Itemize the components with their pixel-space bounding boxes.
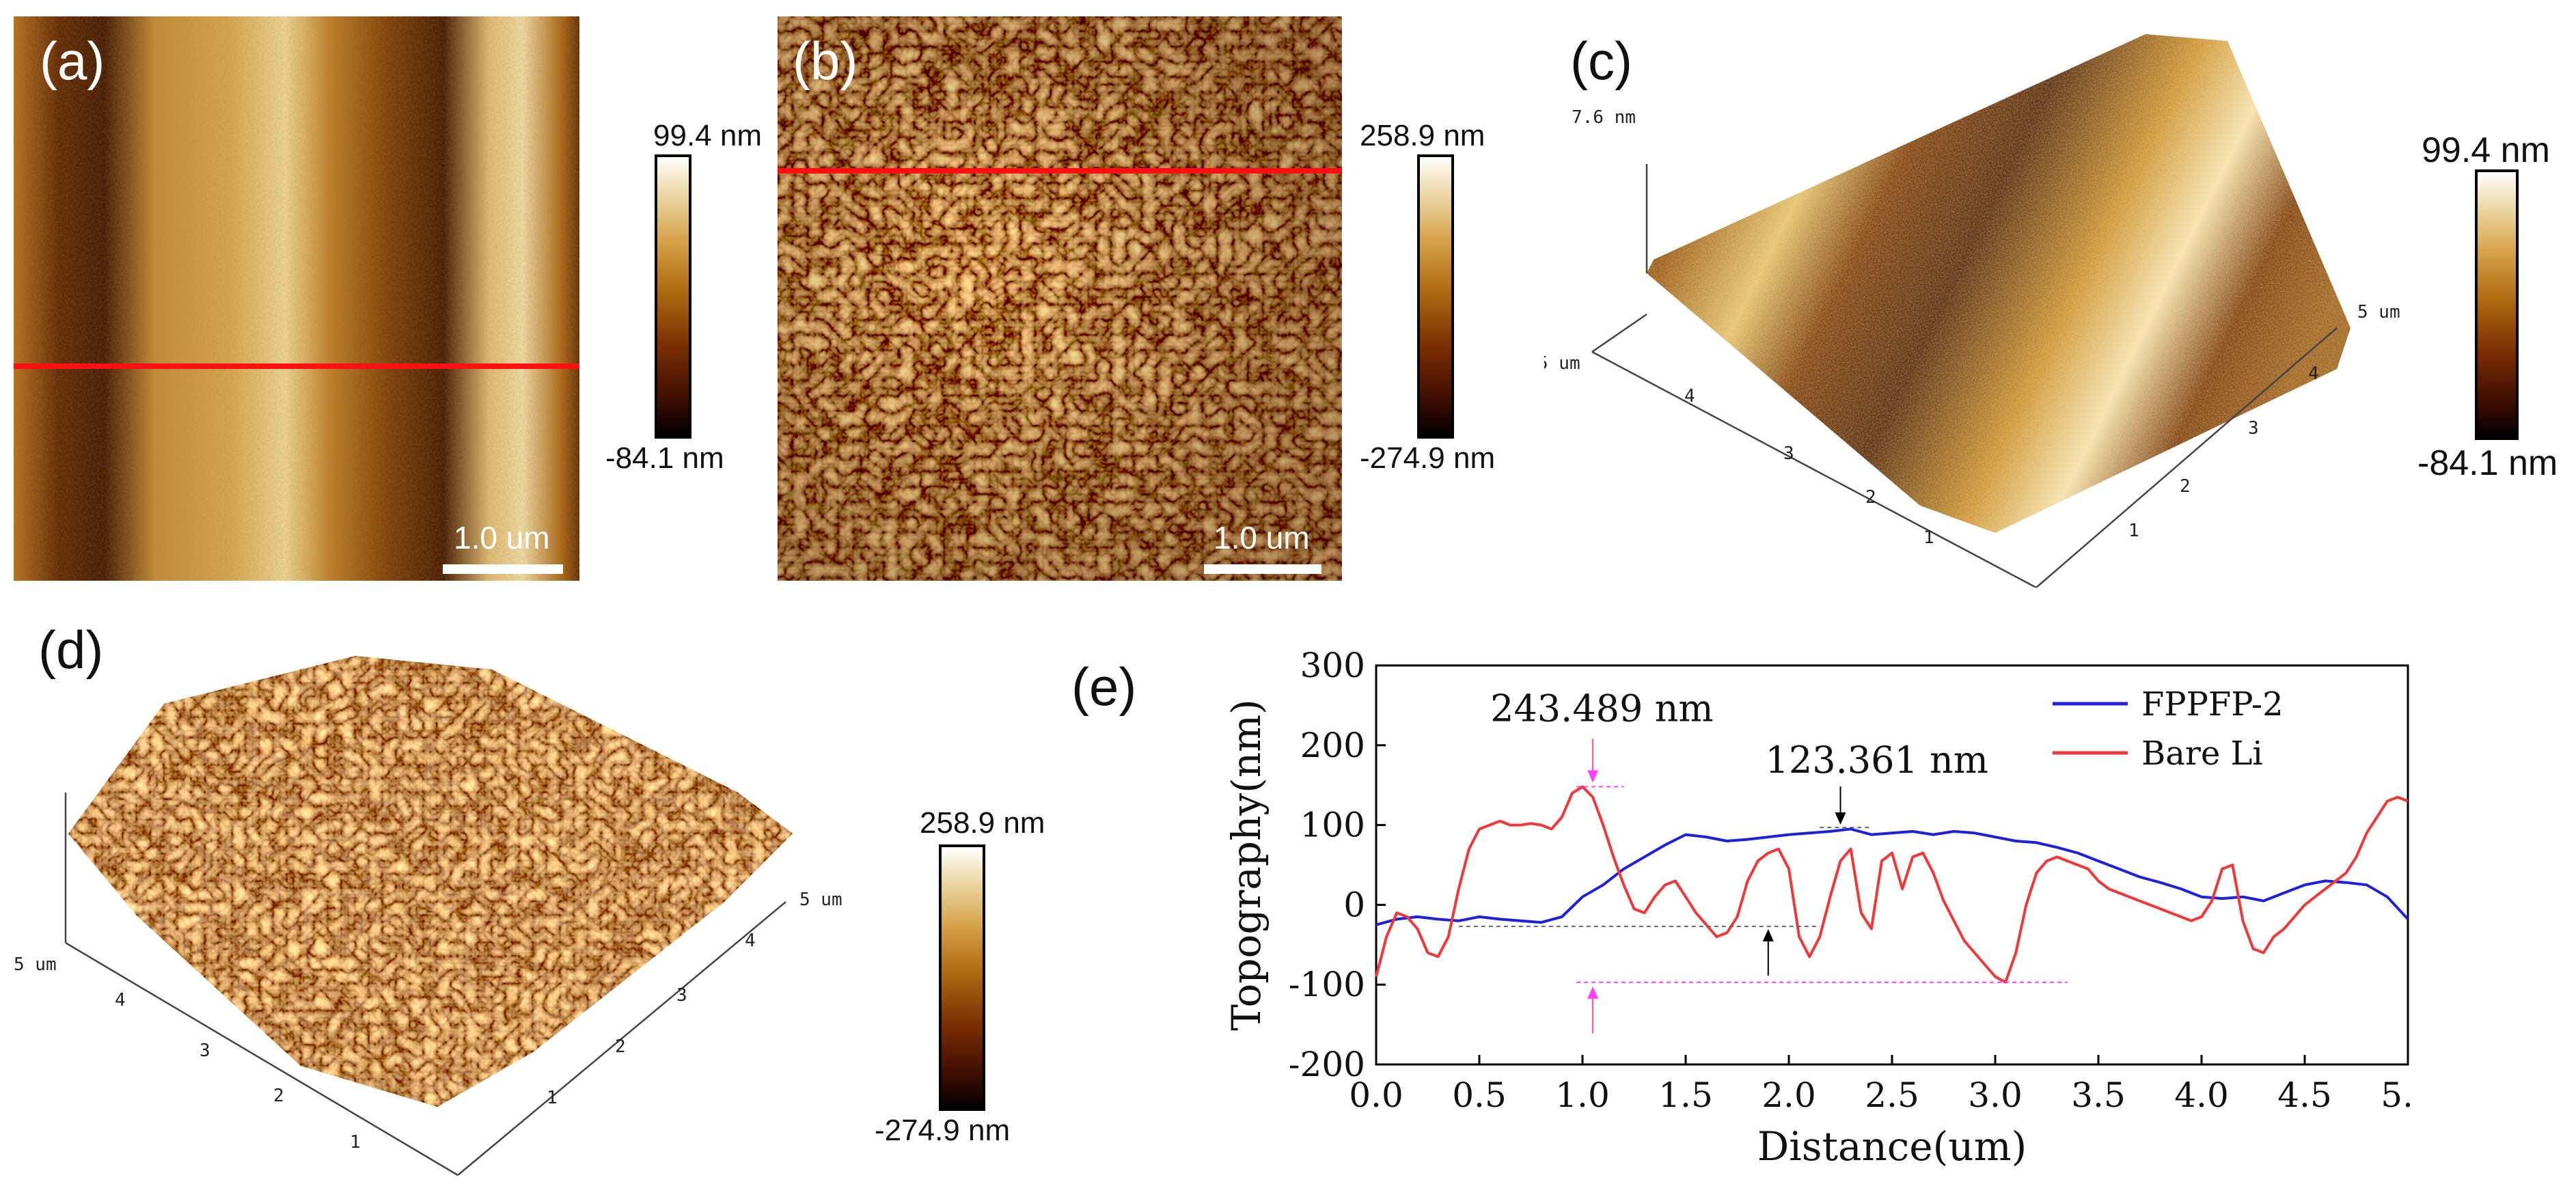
colorbar-c bbox=[2475, 169, 2519, 440]
x-tick-label: 0.5 bbox=[1452, 1075, 1507, 1115]
y-tick-c-3: 3 bbox=[1783, 443, 1794, 464]
x-tick-c-1: 1 bbox=[2128, 521, 2139, 541]
x-tick-d-3: 3 bbox=[676, 985, 687, 1006]
axes-d bbox=[64, 793, 786, 1177]
y-tick-c-2: 2 bbox=[1865, 487, 1876, 508]
colorbar-min-a: -84.1 nm bbox=[605, 441, 724, 475]
y-end-label-c: 5 um bbox=[1544, 353, 1580, 374]
surface-d bbox=[68, 656, 793, 1107]
colorbar-min-c: -84.1 nm bbox=[2417, 443, 2558, 483]
annotation-label-1: 123.361 nm bbox=[1766, 739, 1988, 782]
x-tick-label: 0.0 bbox=[1349, 1075, 1403, 1115]
x-tick-label: 2.0 bbox=[1762, 1075, 1816, 1115]
x-tick-label: 3.5 bbox=[2071, 1075, 2126, 1115]
annotation-arrowhead-up-0 bbox=[1587, 986, 1599, 999]
x-tick-label: 3.0 bbox=[1968, 1075, 2023, 1115]
x-tick-c-3: 3 bbox=[2248, 418, 2259, 439]
z-label-c: 7.6 nm bbox=[1572, 107, 1636, 128]
annotation-arrowhead-up-1 bbox=[1762, 928, 1774, 941]
panel-label-c: (c) bbox=[1570, 31, 1632, 91]
colorbar-d bbox=[939, 844, 985, 1111]
colorbar-max-a: 99.4 nm bbox=[653, 119, 762, 152]
y-tick-label: 100 bbox=[1300, 806, 1365, 845]
y-tick-c-4: 4 bbox=[1684, 386, 1695, 407]
ticks-d: 4 3 2 1 1 2 3 4 bbox=[115, 931, 756, 1153]
x-tick-label: 1.5 bbox=[1658, 1075, 1713, 1115]
panel-label-d: (d) bbox=[38, 620, 104, 680]
afm-image-a bbox=[14, 16, 579, 581]
scale-bar-label-a: 1.0 um bbox=[454, 520, 550, 555]
colorbar-min-b: -274.9 nm bbox=[1360, 441, 1496, 475]
panel-label-a: (a) bbox=[40, 31, 105, 91]
colorbar-a bbox=[655, 154, 691, 439]
x-tick-d-2: 2 bbox=[615, 1036, 626, 1057]
scale-bar-a bbox=[443, 564, 563, 574]
series-line-bare-li bbox=[1375, 785, 2409, 984]
colorbar-min-d: -274.9 nm bbox=[875, 1114, 1011, 1147]
series-line-fppfp-2 bbox=[1375, 827, 2409, 926]
x-tick-d-1: 1 bbox=[547, 1088, 558, 1108]
legend-label-bare-li: Bare Li bbox=[2141, 734, 2263, 773]
y-tick-d-4: 4 bbox=[115, 990, 126, 1010]
x-tick-label: 5.0 bbox=[2381, 1075, 2412, 1115]
x-end-label-c: 5 um bbox=[2357, 302, 2400, 322]
y-axis-label: Topography(nm) bbox=[1223, 699, 1270, 1030]
afm-image-b bbox=[778, 16, 1342, 581]
surface-plot-c: 7.6 nm 5 um 5 um 4 3 2 1 1 2 3 4 bbox=[1544, 34, 2400, 588]
x-axis-label: Distance(um) bbox=[1757, 1123, 2027, 1170]
y-tick-d-2: 2 bbox=[273, 1086, 284, 1106]
profile-line-a bbox=[14, 363, 579, 369]
axes-c bbox=[1591, 164, 2338, 588]
x-tick-label: 4.5 bbox=[2277, 1075, 2332, 1115]
scale-bar-label-b: 1.0 um bbox=[1214, 520, 1310, 555]
afm-height-map-a bbox=[14, 16, 579, 581]
legend-label-fppfp-2: FPPFP-2 bbox=[2141, 685, 2284, 724]
y-tick-label: -200 bbox=[1289, 1045, 1365, 1084]
y-end-label-d: 5 um bbox=[14, 954, 57, 975]
scale-bar-b bbox=[1204, 564, 1321, 574]
colorbar-max-c: 99.4 nm bbox=[2422, 130, 2550, 170]
y-tick-label: 0 bbox=[1343, 885, 1365, 924]
annotation-arrowhead-down-0 bbox=[1587, 770, 1599, 783]
annotation-label-0: 243.489 nm bbox=[1490, 687, 1713, 730]
y-tick-label: 200 bbox=[1300, 726, 1365, 765]
profile-line-b bbox=[778, 168, 1342, 174]
panel-label-e: (e) bbox=[1071, 657, 1137, 717]
x-tick-d-4: 4 bbox=[745, 931, 756, 951]
x-tick-label: 4.0 bbox=[2174, 1075, 2229, 1115]
y-tick-label: 300 bbox=[1300, 649, 1365, 685]
x-tick-c-4: 4 bbox=[2308, 363, 2319, 384]
x-tick-c-2: 2 bbox=[2180, 476, 2191, 497]
annotation-arrowhead-down-1 bbox=[1835, 812, 1846, 825]
x-tick-label: 2.5 bbox=[1865, 1075, 1919, 1115]
y-tick-d-3: 3 bbox=[200, 1041, 210, 1061]
colorbar-max-d: 258.9 nm bbox=[920, 806, 1045, 840]
y-tick-label: -100 bbox=[1289, 965, 1365, 1004]
ticks-c: 4 3 2 1 1 2 3 4 bbox=[1684, 363, 2319, 548]
surface-c bbox=[1647, 34, 2351, 533]
panel-label-b: (b) bbox=[793, 31, 858, 91]
surface-plot-d: 5 um 5 um 4 3 2 1 1 2 3 4 bbox=[14, 656, 842, 1177]
x-end-label-d: 5 um bbox=[799, 890, 842, 910]
colorbar-b bbox=[1417, 154, 1454, 439]
y-tick-c-1: 1 bbox=[1923, 527, 1934, 548]
profile-chart-e: -200 -100 0 100 200 300 0.0 0.5 1.0 1.5 2.0 2.5 3.0 3… bbox=[1223, 649, 2412, 1170]
colorbar-max-b: 258.9 nm bbox=[1360, 119, 1485, 152]
y-tick-d-1: 1 bbox=[350, 1132, 361, 1153]
x-tick-label: 1.0 bbox=[1555, 1075, 1610, 1115]
afm-height-map-b bbox=[778, 16, 1342, 581]
